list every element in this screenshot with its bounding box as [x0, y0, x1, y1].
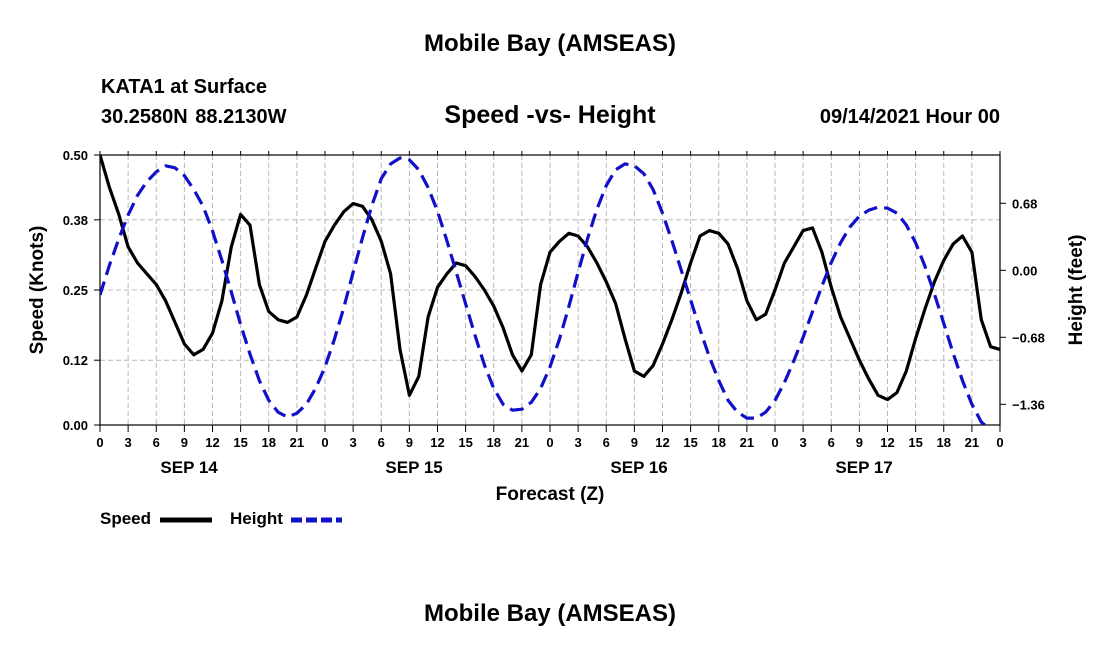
- x-tick-label: 15: [908, 435, 922, 450]
- x-tick-label: 12: [880, 435, 894, 450]
- x-tick-label: 9: [856, 435, 863, 450]
- legend-label-height: Height: [230, 509, 283, 528]
- day-label: SEP 15: [385, 458, 442, 477]
- x-tick-label: 6: [153, 435, 160, 450]
- x-tick-label: 0: [996, 435, 1003, 450]
- station-label: KATA1 at Surface: [101, 76, 267, 98]
- day-label: SEP 17: [835, 458, 892, 477]
- y-left-tick-label: 0.00: [63, 418, 88, 433]
- height-series-line: [100, 156, 988, 425]
- day-label: SEP 14: [160, 458, 218, 477]
- y-right-tick-label: −0.68: [1012, 330, 1045, 345]
- y-right-tick-label: 0.68: [1012, 196, 1037, 211]
- x-tick-label: 3: [350, 435, 357, 450]
- y-left-tick-label: 0.12: [63, 353, 88, 368]
- chart-subtitle: Speed -vs- Height: [444, 101, 656, 129]
- x-tick-label: 9: [631, 435, 638, 450]
- y-left-tick-label: 0.25: [63, 283, 88, 298]
- x-tick-label: 0: [96, 435, 103, 450]
- chart-title: Mobile Bay (AMSEAS): [423, 30, 677, 57]
- x-tick-label: 6: [378, 435, 385, 450]
- x-tick-label: 18: [937, 435, 951, 450]
- legend-label-speed: Speed: [100, 509, 151, 528]
- x-tick-label: 6: [603, 435, 610, 450]
- x-tick-label: 21: [515, 435, 529, 450]
- day-label: SEP 16: [610, 458, 667, 477]
- x-axis-title: Forecast (Z): [496, 484, 605, 505]
- x-tick-label: 3: [125, 435, 132, 450]
- x-tick-label: 18: [487, 435, 501, 450]
- y-right-tick-label: 0.00: [1012, 263, 1037, 278]
- x-tick-label: 12: [655, 435, 669, 450]
- x-tick-label: 0: [546, 435, 553, 450]
- y-left-axis-title: Speed (Knots): [27, 226, 48, 355]
- x-tick-label: 9: [181, 435, 188, 450]
- x-tick-label: 21: [965, 435, 979, 450]
- x-tick-label: 9: [406, 435, 413, 450]
- x-tick-label: 3: [800, 435, 807, 450]
- station-coordinates: 30.2580N 88.2130W: [101, 106, 287, 128]
- footer-title: Mobile Bay (AMSEAS): [423, 600, 677, 627]
- x-tick-label: 15: [683, 435, 697, 450]
- y-right-axis-title: Height (feet): [1066, 235, 1087, 346]
- x-tick-label: 21: [290, 435, 304, 450]
- x-tick-label: 18: [712, 435, 726, 450]
- speed-series-line: [100, 155, 1000, 402]
- y-left-tick-label: 0.38: [63, 213, 88, 228]
- y-left-tick-label: 0.50: [63, 148, 88, 163]
- x-tick-label: 12: [205, 435, 219, 450]
- forecast-datetime: 09/14/2021 Hour 00: [819, 106, 1000, 128]
- x-tick-label: 15: [458, 435, 472, 450]
- y-right-tick-label: −1.36: [1012, 397, 1045, 412]
- x-tick-label: 12: [430, 435, 444, 450]
- x-tick-label: 0: [321, 435, 328, 450]
- x-tick-label: 0: [771, 435, 778, 450]
- x-tick-label: 3: [575, 435, 582, 450]
- x-tick-label: 21: [740, 435, 754, 450]
- x-tick-label: 6: [828, 435, 835, 450]
- x-tick-label: 18: [262, 435, 276, 450]
- x-tick-label: 15: [233, 435, 247, 450]
